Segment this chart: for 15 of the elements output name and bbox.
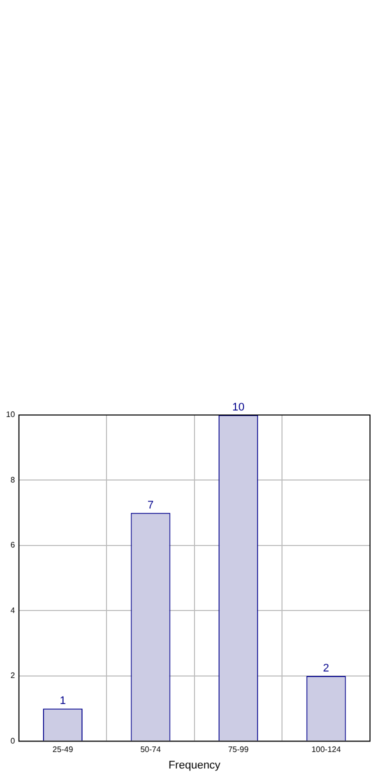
data-label: 10 xyxy=(232,402,244,414)
x-tick-label: 50-74 xyxy=(140,745,162,754)
data-label: 7 xyxy=(148,499,154,512)
x-tick-label: 100-124 xyxy=(311,745,342,754)
y-tick-label: 10 xyxy=(6,410,16,420)
y-tick-label: 6 xyxy=(10,540,16,550)
data-label: 1 xyxy=(60,695,66,708)
data-label: 2 xyxy=(323,662,330,674)
x-axis-title: Frequency xyxy=(168,759,221,772)
y-tick-label: 0 xyxy=(10,736,16,746)
y-tick-label: 4 xyxy=(10,606,16,615)
x-tick-label: 25-49 xyxy=(52,745,74,754)
y-tick-label: 8 xyxy=(10,475,16,484)
x-tick-label: 75-99 xyxy=(228,745,250,754)
y-tick-label: 2 xyxy=(10,671,16,680)
